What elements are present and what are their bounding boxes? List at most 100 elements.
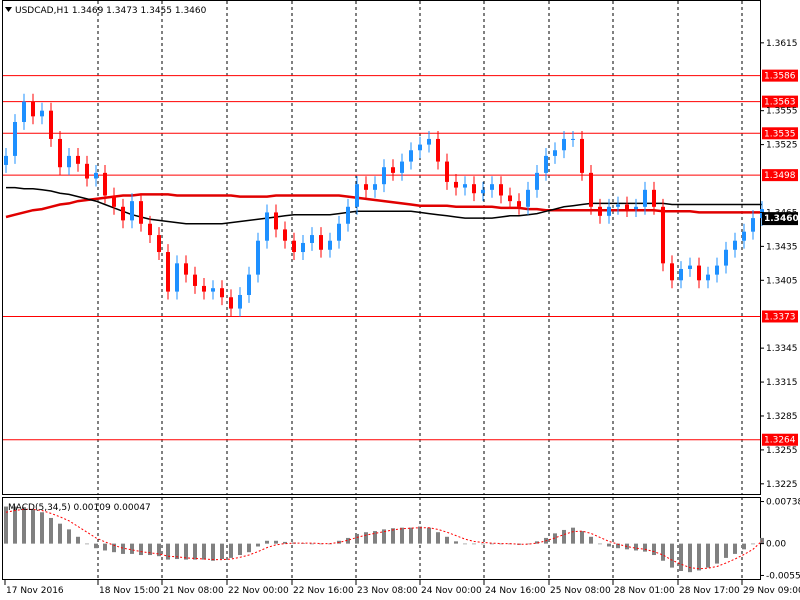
candle (598, 198, 602, 224)
candle-body (346, 206, 350, 224)
candle-body (76, 155, 80, 164)
dropdown-triangle-icon[interactable] (5, 7, 12, 12)
candle (175, 255, 179, 300)
macd-bar (121, 543, 125, 554)
macd-bar (319, 543, 323, 545)
candle (706, 266, 710, 289)
candle-body (58, 138, 62, 168)
time-label: 25 Nov 08:00 (550, 586, 611, 596)
candle-body (238, 294, 242, 309)
level-tag (762, 127, 798, 140)
current-price-tag: 1.3460 (762, 212, 799, 226)
symbol-header: USDCAD,H1 1.3469 1.3473 1.3455 1.3460 (15, 6, 207, 16)
macd-bar (535, 541, 539, 544)
candle (103, 164, 107, 204)
candle-body (94, 172, 98, 179)
macd-bar (607, 543, 611, 547)
macd-bar (166, 543, 170, 560)
candle-body (652, 189, 656, 207)
candle (742, 223, 746, 249)
macd-bar (625, 543, 629, 550)
macd-bar (175, 543, 179, 560)
candle-body (67, 155, 71, 168)
candle-body (418, 144, 422, 151)
candle (391, 159, 395, 181)
candle (715, 257, 719, 283)
candle (319, 227, 323, 258)
macd-tick-label: 0.00738 (766, 498, 800, 508)
candle-body (211, 288, 215, 292)
candle (661, 198, 665, 272)
macd-bar (364, 532, 368, 544)
candle-body (634, 206, 638, 210)
macd-bar (454, 541, 458, 544)
macd-bar (247, 543, 251, 553)
candle-body (427, 138, 431, 145)
macd-bar (202, 543, 206, 560)
candle (85, 155, 89, 187)
macd-bar (373, 531, 377, 544)
candle (292, 232, 296, 260)
macd-bar (733, 543, 737, 554)
candle-body (274, 212, 278, 230)
candle-body (571, 138, 575, 140)
price-tick-label: 1.3435 (766, 242, 798, 252)
candle (220, 280, 224, 306)
candle-body (616, 204, 620, 207)
macd-bar (679, 543, 683, 572)
candle-body (400, 161, 404, 173)
current-price-label: 1.3460 (764, 214, 799, 224)
macd-bar (472, 543, 476, 545)
macd-bar (58, 523, 62, 544)
macd-bar (697, 543, 701, 571)
macd-bar (40, 512, 44, 544)
candle-body (508, 195, 512, 202)
candle (625, 196, 629, 217)
macd-bar (652, 543, 656, 556)
candle (643, 181, 647, 215)
macd-bar (751, 543, 755, 545)
candle (139, 193, 143, 232)
time-label: 24 Nov 16:00 (485, 586, 546, 596)
level-tag-label: 1.3563 (764, 98, 796, 108)
moving-averages (5, 186, 762, 225)
macd-bar (112, 543, 116, 553)
price-tick-label: 1.3525 (766, 141, 798, 151)
level-tag (762, 433, 798, 446)
candle-body (544, 155, 548, 173)
candle (355, 176, 359, 215)
candle (400, 153, 404, 181)
candle-body (265, 212, 269, 241)
candle-body (103, 172, 107, 196)
candle-body (373, 184, 377, 190)
time-label: 28 Nov 01:00 (614, 586, 675, 596)
candle (310, 227, 314, 251)
level-tag-label: 1.3586 (764, 72, 796, 82)
level-tag (762, 95, 798, 108)
macd-bar (130, 543, 134, 554)
price-tick-label: 1.3255 (766, 446, 798, 456)
macd-bar (67, 529, 71, 544)
macd-bar (157, 543, 161, 557)
horizontal-levels: 1.3586 1.3563 1.3535 1.3498 1.3373 1.3264 (3, 69, 798, 446)
level-tag (762, 69, 798, 82)
candle (526, 181, 530, 215)
chart-header: USDCAD,H1 1.3469 1.3473 1.3455 1.3460 (5, 6, 207, 16)
candle-body (697, 265, 701, 281)
macd-bar (670, 543, 674, 568)
candle-body (166, 252, 170, 292)
candle (94, 164, 98, 187)
time-label: 22 Nov 00:00 (228, 586, 289, 596)
candle-body (112, 195, 116, 207)
candle-body (382, 167, 386, 185)
level-tag-label: 1.3373 (764, 312, 796, 322)
candle-body (409, 150, 413, 162)
macd-header: MACD(5,34,5) 0.00109 0.00047 (8, 503, 151, 513)
candle (130, 193, 134, 229)
macd-bar (409, 527, 413, 544)
candle (301, 235, 305, 260)
candle (463, 176, 467, 196)
candle-body (517, 201, 521, 207)
candle (481, 181, 485, 202)
